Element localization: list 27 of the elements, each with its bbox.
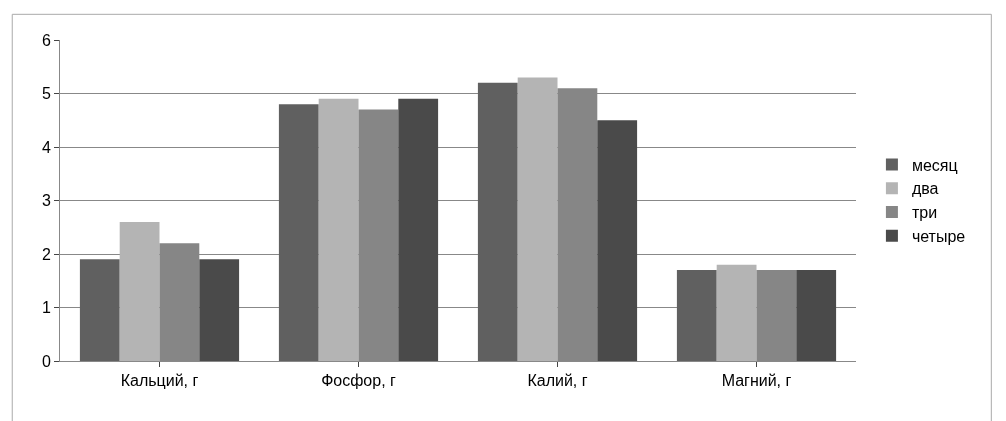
bar [477, 82, 518, 361]
bar [796, 270, 837, 361]
y-tick-label: 4 [41, 138, 51, 156]
x-tick-label: Фосфор, г [321, 372, 397, 390]
y-tick-label: 5 [41, 85, 51, 103]
bar [79, 259, 120, 361]
bar [676, 270, 717, 361]
bar [716, 264, 757, 361]
bar [318, 98, 359, 361]
bar [119, 221, 160, 361]
y-tick-label: 2 [41, 245, 51, 263]
y-tick-label: 0 [41, 352, 51, 370]
legend-label: месяц [911, 156, 958, 174]
bar [398, 98, 439, 361]
bar [597, 120, 638, 361]
y-tick-label: 1 [41, 299, 51, 317]
legend-label: четыре [911, 228, 966, 246]
x-tick-label: Магний, г [721, 372, 792, 390]
y-tick-label: 6 [41, 31, 51, 49]
bar [278, 104, 319, 361]
x-tick-label: Калий, г [527, 372, 588, 390]
x-tick-label: Кальций, г [120, 372, 199, 390]
y-tick-label: 3 [41, 192, 51, 210]
bar [517, 77, 558, 361]
legend-label: три [911, 204, 938, 222]
legend-label: два [911, 180, 939, 198]
bar [199, 259, 240, 361]
